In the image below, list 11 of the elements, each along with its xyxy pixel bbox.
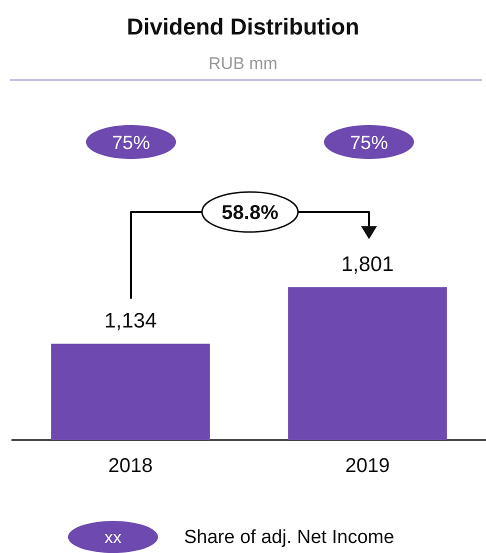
oval-badge: 75%	[324, 125, 414, 159]
x-tick-label: 2019	[345, 455, 390, 477]
text: Share of adj. Net Income	[184, 527, 394, 548]
x-tick-label: 2018	[108, 455, 153, 477]
oval-badge: 75%	[86, 125, 176, 159]
chart-subtitle: RUB mm	[208, 54, 278, 73]
oval-badge: xx	[68, 521, 158, 553]
chart-title: Dividend Distribution	[126, 14, 360, 40]
data-label: 1,801	[341, 253, 394, 276]
text: 58.8%	[222, 202, 279, 224]
data-label: 1,134	[104, 310, 158, 333]
